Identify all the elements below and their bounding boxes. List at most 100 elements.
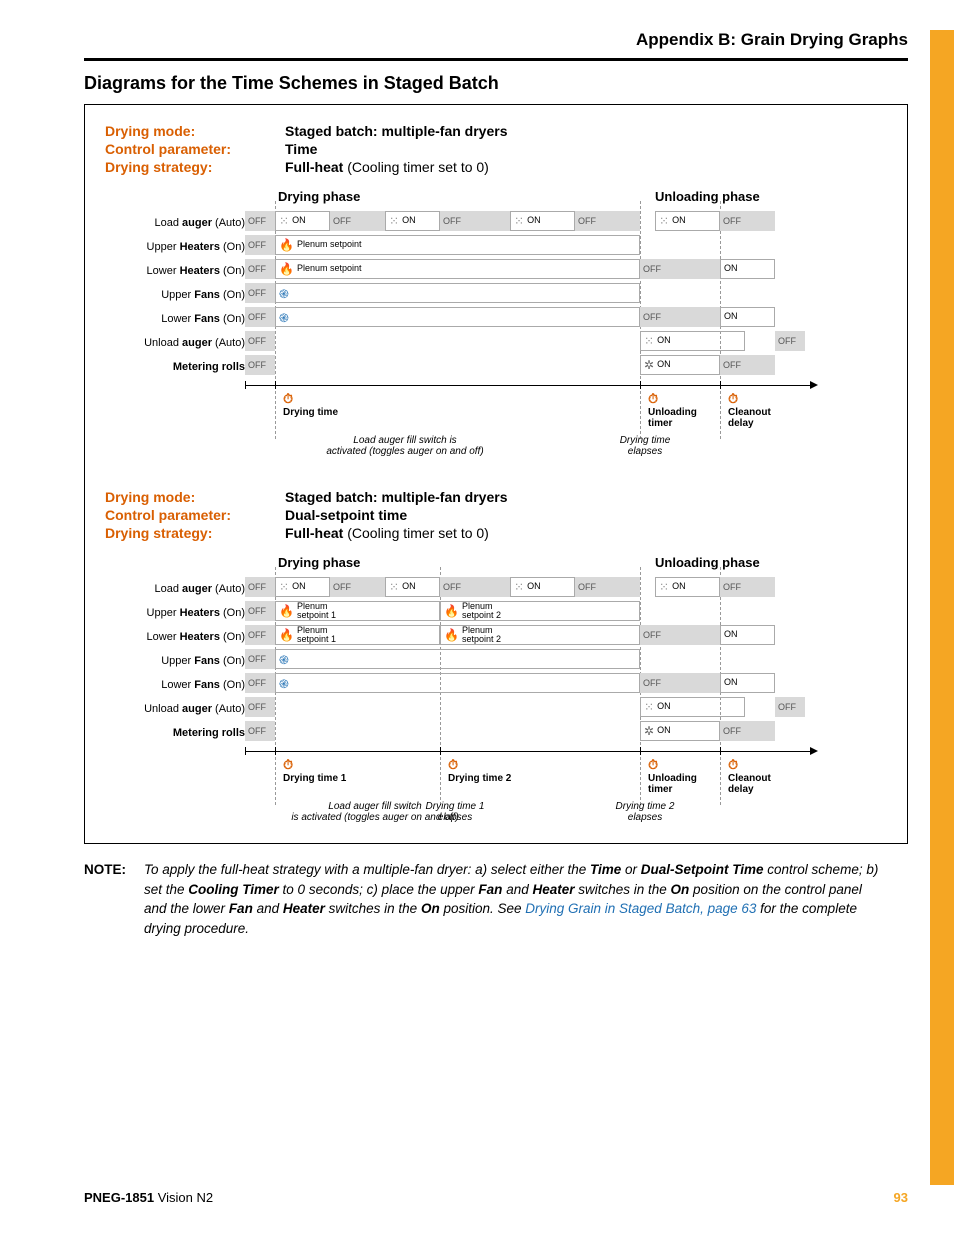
note: NOTE: To apply the full-heat strategy wi… (84, 860, 908, 938)
page-number: 93 (894, 1190, 908, 1205)
row-label: Load auger (Auto) (105, 211, 245, 235)
phase-label: Drying phase (278, 189, 360, 204)
state-off: OFF (720, 355, 775, 375)
flame-icon: 🔥 (279, 238, 294, 252)
state-off: OFF (720, 721, 775, 741)
state-on: ON (720, 673, 775, 693)
state-off: OFF (640, 673, 720, 693)
timer-label: Unloadingtimer (648, 407, 697, 429)
state-off: OFF (575, 211, 640, 231)
hdr-value: Full-heat (Cooling timer set to 0) (285, 159, 489, 175)
row-label: Lower Heaters (On) (105, 625, 245, 649)
state-on: ֎ (275, 307, 640, 327)
state-on: ON (720, 625, 775, 645)
state-on: ⁙ON (510, 577, 575, 597)
row-label: Lower Fans (On) (105, 307, 245, 331)
axis-tick (640, 747, 641, 755)
timer-label: Cleanoutdelay (728, 407, 771, 429)
state-off: OFF (720, 577, 775, 597)
state-off: OFF (245, 625, 275, 645)
divider (84, 58, 908, 61)
hdr-label: Control parameter: (105, 507, 285, 523)
hdr-label: Drying mode: (105, 489, 285, 505)
footnote: Load auger fill switch isactivated (togg… (275, 435, 535, 457)
grain-icon: ⁙ (514, 580, 524, 594)
timer-icon: ⏱ (648, 757, 658, 773)
state-on: ⁙ON (275, 577, 330, 597)
flame-icon: 🔥 (279, 604, 294, 618)
row-label: Upper Heaters (On) (105, 235, 245, 259)
timer-icon: ⏱ (283, 391, 293, 407)
grain-icon: ⁙ (659, 214, 669, 228)
footer-left-bold: PNEG-1851 (84, 1190, 154, 1205)
hdr-value: Full-heat (Cooling timer set to 0) (285, 525, 489, 541)
time-axis (245, 751, 810, 752)
fan-icon: ֎ (279, 675, 289, 692)
state-off: OFF (245, 601, 275, 621)
state-on: ON (720, 307, 775, 327)
row-label: Metering rolls (105, 721, 245, 745)
phase-label: Unloading phase (655, 189, 760, 204)
state-off: OFF (330, 211, 385, 231)
link[interactable]: Drying Grain in Staged Batch, page 63 (525, 901, 756, 916)
timer-icon: ⏱ (728, 391, 738, 407)
hdr-value: Dual-setpoint time (285, 507, 407, 523)
state-off: OFF (720, 211, 775, 231)
timing-chart: Load auger (Auto)Upper Heaters (On)Lower… (105, 555, 887, 835)
footer-left-norm: Vision N2 (154, 1190, 213, 1205)
section-title: Diagrams for the Time Schemes in Staged … (84, 73, 954, 94)
row-label: Lower Heaters (On) (105, 259, 245, 283)
hdr-label: Drying strategy: (105, 159, 285, 175)
state-off: OFF (575, 577, 640, 597)
diagram-panel: Drying mode:Staged batch: multiple-fan d… (84, 104, 908, 844)
row-label: Upper Fans (On) (105, 649, 245, 673)
state-on: ⁙ON (385, 577, 440, 597)
flame-icon: 🔥 (279, 262, 294, 276)
footnote: Drying time 1elapses (385, 801, 525, 823)
flame-icon: 🔥 (279, 628, 294, 642)
state-off: OFF (245, 721, 275, 741)
row-label: Upper Heaters (On) (105, 601, 245, 625)
grain-icon: ⁙ (279, 214, 289, 228)
fan-icon: ֎ (279, 309, 289, 326)
state-off: OFF (330, 577, 385, 597)
arrow-icon (810, 381, 818, 389)
axis-tick (275, 381, 276, 389)
row-labels: Load auger (Auto)Upper Heaters (On)Lower… (105, 577, 245, 745)
state-on: ⁙ON (385, 211, 440, 231)
gear-icon: ✲ (644, 358, 654, 372)
diagram-header: Drying mode:Staged batch: multiple-fan d… (105, 123, 887, 175)
state-on: ⁙ON (510, 211, 575, 231)
state-off: OFF (640, 307, 720, 327)
hdr-value: Staged batch: multiple-fan dryers (285, 123, 507, 139)
state-off: OFF (245, 697, 275, 717)
state-on: 🔥Plenumsetpoint 2 (440, 625, 640, 645)
timer-label: Drying time 1 (283, 773, 346, 784)
state-off: OFF (245, 331, 275, 351)
state-on: ⁙ON (640, 331, 745, 351)
grain-icon: ⁙ (389, 580, 399, 594)
timer-icon: ⏱ (283, 757, 293, 773)
axis-tick (640, 381, 641, 389)
state-off: OFF (245, 649, 275, 669)
state-on: ⁙ON (275, 211, 330, 231)
state-on: ֎ (275, 649, 640, 669)
page-footer: PNEG-1851 Vision N2 93 (84, 1190, 908, 1205)
timer-label: Drying time (283, 407, 338, 418)
axis-tick (245, 747, 246, 755)
state-on: ⁙ON (655, 211, 720, 231)
row-label: Upper Fans (On) (105, 283, 245, 307)
side-stripe (930, 30, 954, 1185)
row-label: Unload auger (Auto) (105, 331, 245, 355)
state-off: OFF (775, 697, 805, 717)
hdr-value: Staged batch: multiple-fan dryers (285, 489, 507, 505)
timing-chart: Load auger (Auto)Upper Heaters (On)Lower… (105, 189, 887, 469)
state-off: OFF (640, 259, 720, 279)
note-body: To apply the full-heat strategy with a m… (140, 860, 880, 938)
state-on: 🔥Plenumsetpoint 1 (275, 601, 440, 621)
hdr-label: Control parameter: (105, 141, 285, 157)
timer-label: Cleanoutdelay (728, 773, 771, 795)
arrow-icon (810, 747, 818, 755)
state-off: OFF (245, 673, 275, 693)
state-off: OFF (440, 211, 510, 231)
